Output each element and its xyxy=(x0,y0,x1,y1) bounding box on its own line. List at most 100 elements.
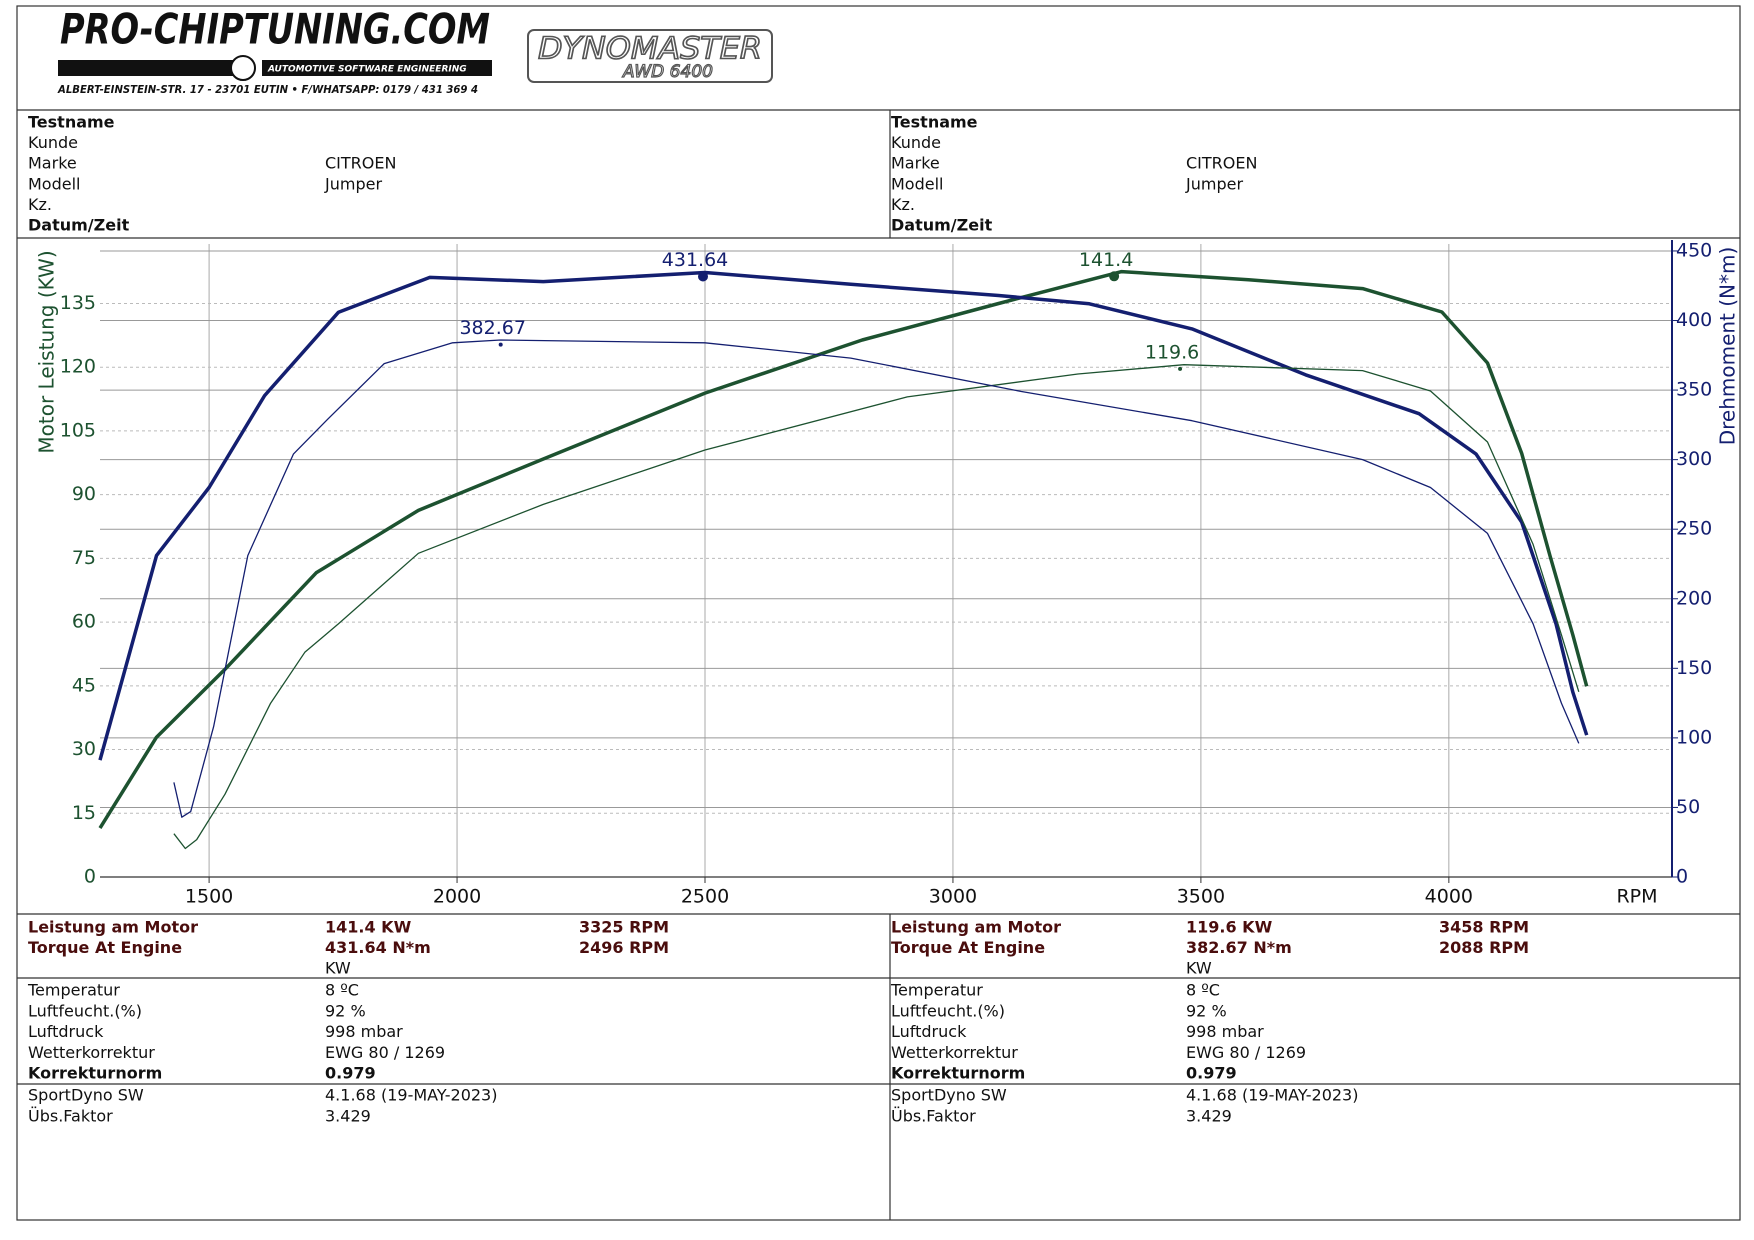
y2-tick-label: 450 xyxy=(1676,239,1712,261)
info-label: Marke xyxy=(891,154,940,173)
series-line xyxy=(98,269,1589,830)
y-tick-label: 135 xyxy=(60,292,96,314)
conditions-label: Temperatur xyxy=(890,981,983,1000)
conditions-label: Luftdruck xyxy=(891,1022,967,1041)
info-value: CITROEN xyxy=(1186,154,1257,173)
software-value: 3.429 xyxy=(1186,1106,1232,1125)
info-value: CITROEN xyxy=(325,154,396,173)
conditions-value: 0.979 xyxy=(325,1064,376,1083)
x-tick-label: 2000 xyxy=(433,886,481,908)
outer-border xyxy=(16,5,1741,1221)
series-line xyxy=(98,270,1589,761)
chart: 1500 2000 2500 3000 3500 40000153045607590105… xyxy=(35,239,1740,907)
y-tick-label: 15 xyxy=(72,802,96,824)
series-line xyxy=(173,339,1580,818)
result-label: Leistung am Motor xyxy=(891,918,1061,937)
conditions-value: 998 mbar xyxy=(325,1022,403,1041)
y2-tick-label: 50 xyxy=(1676,796,1700,818)
result-rpm: 3458 RPM xyxy=(1439,918,1529,937)
y-tick-label: 90 xyxy=(72,483,96,505)
result-rpm: 2088 RPM xyxy=(1439,938,1529,957)
info-label: Testname xyxy=(891,113,978,132)
conditions-label: Wetterkorrektur xyxy=(28,1043,155,1062)
result-unit: KW xyxy=(1186,959,1212,978)
conditions-label: Korrekturnorm xyxy=(891,1064,1025,1083)
software-label: SportDyno SW xyxy=(891,1086,1007,1105)
result-label: Leistung am Motor xyxy=(28,918,198,937)
result-rpm: 2496 RPM xyxy=(579,938,669,957)
conditions-label: Luftfeucht.(%) xyxy=(891,1001,1005,1020)
conditions-label: Luftdruck xyxy=(28,1022,104,1041)
y2-tick-label: 350 xyxy=(1676,379,1712,401)
series-line xyxy=(173,364,1580,850)
peak-marker xyxy=(1178,366,1183,371)
y2-axis-label: Drehmoment (N*m) xyxy=(1716,247,1740,446)
x-tick-label: 1500 xyxy=(185,886,233,908)
software-value: 4.1.68 (19-MAY-2023) xyxy=(325,1086,497,1105)
info-value: Jumper xyxy=(1185,174,1243,193)
software-value: 4.1.68 (19-MAY-2023) xyxy=(1186,1086,1358,1105)
info-label: Datum/Zeit xyxy=(28,216,130,235)
logo-stripe xyxy=(262,60,492,76)
result-unit: KW xyxy=(325,959,351,978)
y2-tick-label: 300 xyxy=(1676,448,1712,470)
result-value: 141.4 KW xyxy=(325,918,412,937)
y-tick-label: 120 xyxy=(60,356,96,378)
logo-stripe xyxy=(58,60,238,76)
logo-tagline: AUTOMOTIVE SOFTWARE ENGINEERING xyxy=(267,65,467,75)
peak-marker xyxy=(1109,271,1120,282)
conditions-value: EWG 80 / 1269 xyxy=(325,1043,445,1062)
conditions-label: Luftfeucht.(%) xyxy=(28,1001,142,1020)
info-label: Marke xyxy=(28,154,77,173)
result-value: 119.6 KW xyxy=(1186,918,1273,937)
result-value: 431.64 N*m xyxy=(325,938,431,957)
peak-label: 382.67 xyxy=(459,317,525,339)
info-label: Kz. xyxy=(891,195,915,214)
y2-tick-label: 0 xyxy=(1676,866,1688,888)
y-tick-label: 60 xyxy=(72,611,96,633)
software-label: Übs.Faktor xyxy=(891,1106,976,1125)
info-value: Jumper xyxy=(324,174,382,193)
y-tick-label: 45 xyxy=(72,674,96,696)
dyno-name: DYNOMASTER xyxy=(538,32,762,67)
conditions-label: Temperatur xyxy=(27,981,120,1000)
y2-tick-label: 150 xyxy=(1676,657,1712,679)
y-tick-label: 0 xyxy=(84,866,96,888)
y-tick-label: 105 xyxy=(60,419,96,441)
conditions-value: 998 mbar xyxy=(1186,1022,1264,1041)
x-tick-label: 2500 xyxy=(681,886,729,908)
info-label: Kunde xyxy=(28,133,78,152)
x-axis-label: RPM xyxy=(1616,886,1657,908)
conditions-value: 8 ºC xyxy=(1186,981,1220,1000)
info-label: Testname xyxy=(28,113,115,132)
info-label: Modell xyxy=(28,174,80,193)
info-label: Datum/Zeit xyxy=(891,216,993,235)
result-label: Torque At Engine xyxy=(891,938,1045,957)
peak-label: 431.64 xyxy=(662,249,728,271)
conditions-value: 92 % xyxy=(325,1001,366,1020)
logo-address: ALBERT-EINSTEIN-STR. 17 - 23701 EUTIN • … xyxy=(57,83,478,96)
info-label: Modell xyxy=(891,174,943,193)
result-value: 382.67 N*m xyxy=(1186,938,1292,957)
conditions-value: EWG 80 / 1269 xyxy=(1186,1043,1306,1062)
x-tick-label: 3500 xyxy=(1177,886,1225,908)
y-tick-label: 75 xyxy=(72,547,96,569)
y2-tick-label: 100 xyxy=(1676,726,1712,748)
conditions-value: 8 ºC xyxy=(325,981,359,1000)
conditions-value: 0.979 xyxy=(1186,1064,1237,1083)
y2-tick-label: 200 xyxy=(1676,587,1712,609)
conditions-value: 92 % xyxy=(1186,1001,1227,1020)
dyno-badge xyxy=(527,29,773,83)
software-label: Übs.Faktor xyxy=(28,1106,113,1125)
dyno-model: AWD 6400 xyxy=(622,62,713,82)
result-label: Torque At Engine xyxy=(28,938,182,957)
y-axis-label: Motor Leistung (KW) xyxy=(35,250,59,453)
logo: PRO-CHIPTUNING.COM AUTOMOTIVE SOFTWARE E… xyxy=(57,5,773,96)
info-label: Kz. xyxy=(28,195,52,214)
dividers xyxy=(17,109,1740,1220)
software-value: 3.429 xyxy=(325,1106,371,1125)
conditions-label: Korrekturnorm xyxy=(28,1064,162,1083)
logo-text: PRO-CHIPTUNING.COM xyxy=(60,5,490,54)
